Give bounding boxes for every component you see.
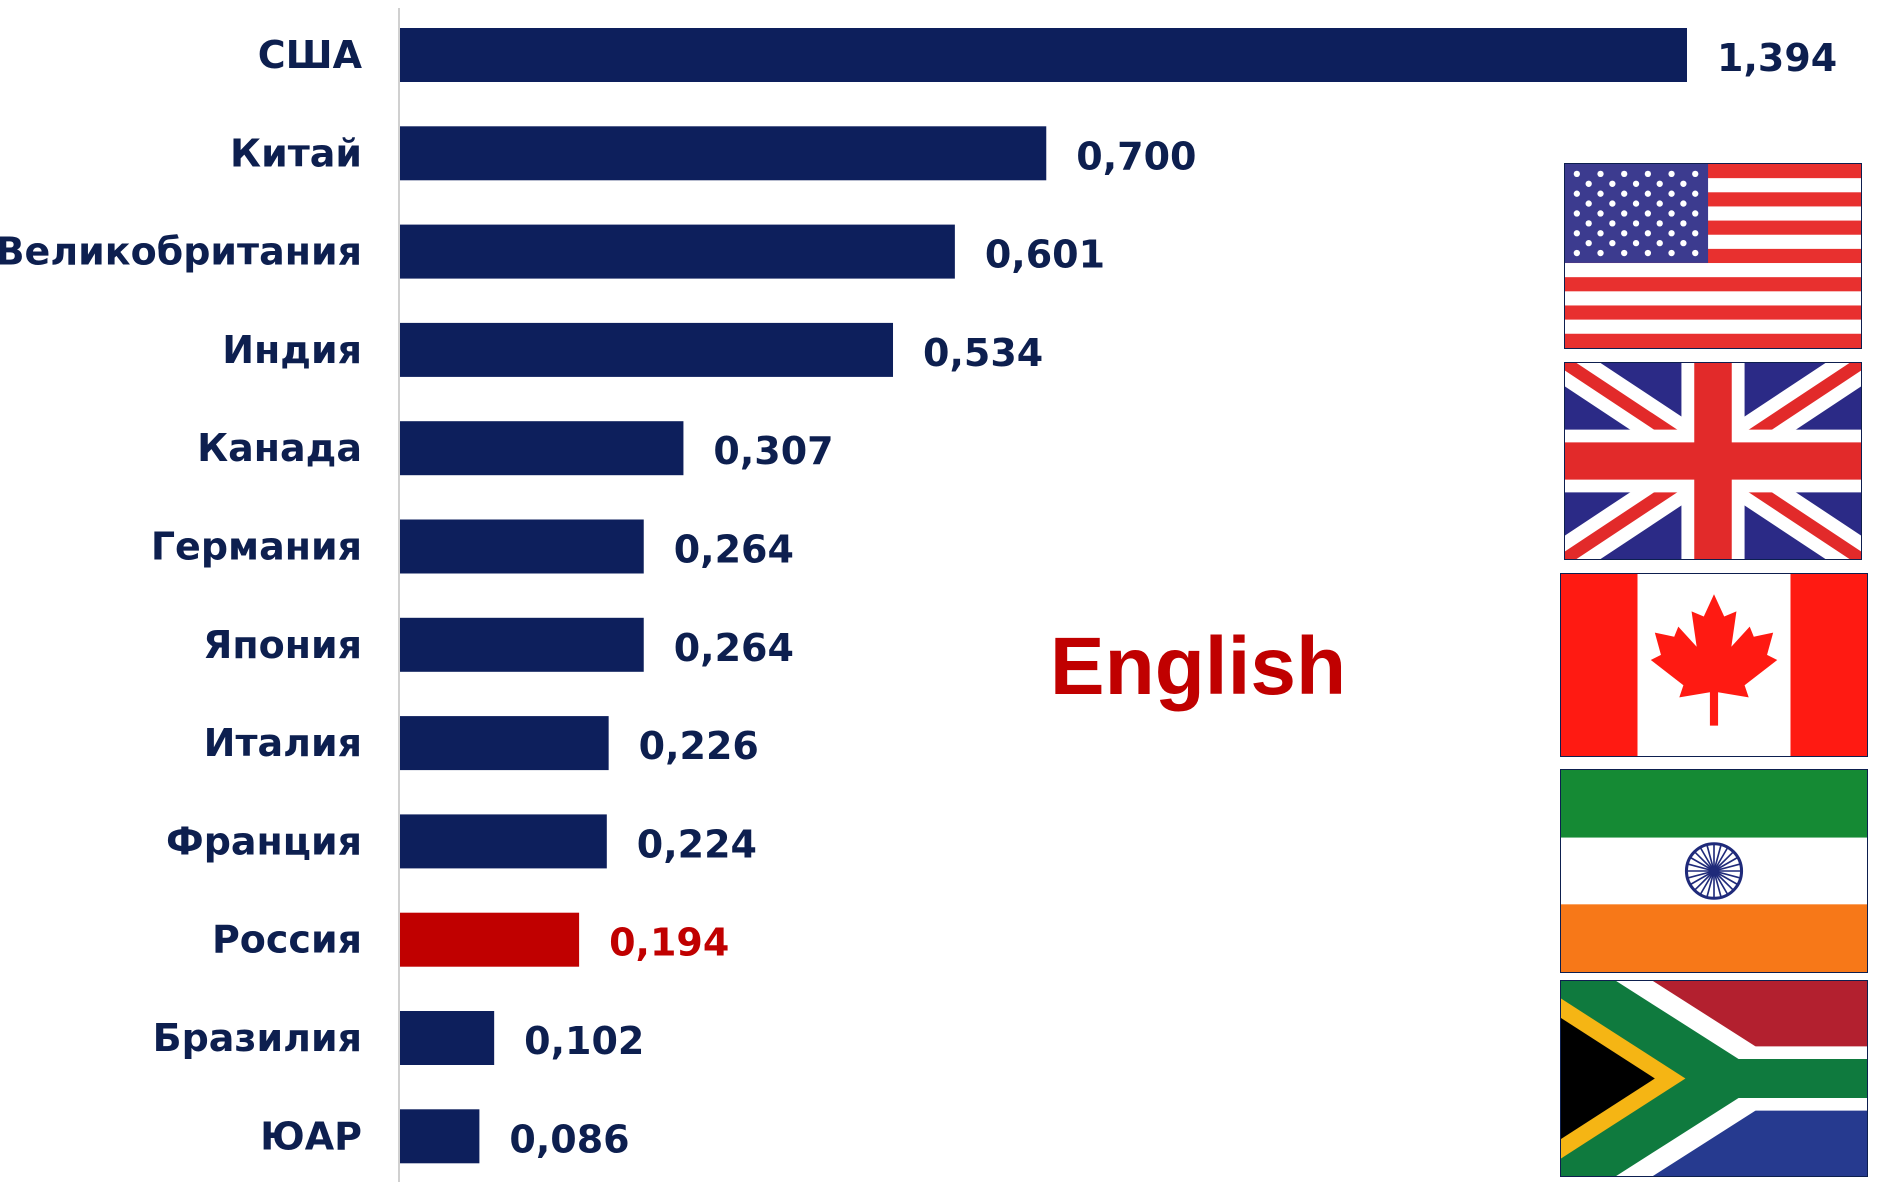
bar-6	[400, 617, 644, 672]
value-label-0: 1,394	[1717, 36, 1837, 80]
value-label-7: 0,226	[639, 724, 759, 768]
bar-7	[400, 716, 609, 771]
bar-9	[400, 912, 580, 967]
category-label-1: Китай	[230, 131, 362, 175]
category-label-5: Германия	[151, 525, 362, 569]
value-label-10: 0,102	[524, 1019, 644, 1063]
category-label-7: Италия	[204, 721, 362, 765]
usa-flag-icon	[1564, 163, 1862, 349]
bar-1	[400, 126, 1047, 181]
south-africa-flag-icon	[1560, 980, 1868, 1177]
bar-4	[400, 421, 684, 476]
category-label-3: Индия	[222, 328, 362, 372]
bar-2	[400, 224, 955, 279]
value-label-2: 0,601	[985, 233, 1105, 277]
category-label-6: Япония	[203, 623, 362, 667]
value-label-9: 0,194	[609, 921, 729, 965]
category-label-4: Канада	[197, 426, 362, 470]
category-label-0: США	[258, 33, 363, 77]
canada-flag-icon	[1560, 573, 1868, 757]
value-label-8: 0,224	[637, 822, 757, 866]
value-label-3: 0,534	[923, 331, 1043, 375]
category-label-11: ЮАР	[260, 1114, 362, 1158]
bar-5	[400, 519, 644, 574]
category-label-10: Бразилия	[153, 1016, 362, 1060]
bar-11	[400, 1109, 480, 1164]
value-label-6: 0,264	[674, 626, 794, 670]
value-label-11: 0,086	[509, 1117, 629, 1161]
value-label-4: 0,307	[713, 429, 833, 473]
bar-10	[400, 1011, 495, 1065]
annotation-english: English	[1050, 621, 1346, 712]
uk-flag-icon	[1564, 362, 1862, 560]
category-label-8: Франция	[166, 819, 362, 863]
value-label-5: 0,264	[674, 528, 794, 572]
category-label-9: Россия	[212, 918, 362, 962]
india-flag-icon	[1560, 769, 1868, 973]
value-label-1: 0,700	[1076, 134, 1196, 178]
bar-0	[400, 28, 1687, 82]
bar-8	[400, 814, 607, 869]
category-label-2: Великобритания	[0, 230, 362, 274]
bar-3	[400, 322, 894, 377]
